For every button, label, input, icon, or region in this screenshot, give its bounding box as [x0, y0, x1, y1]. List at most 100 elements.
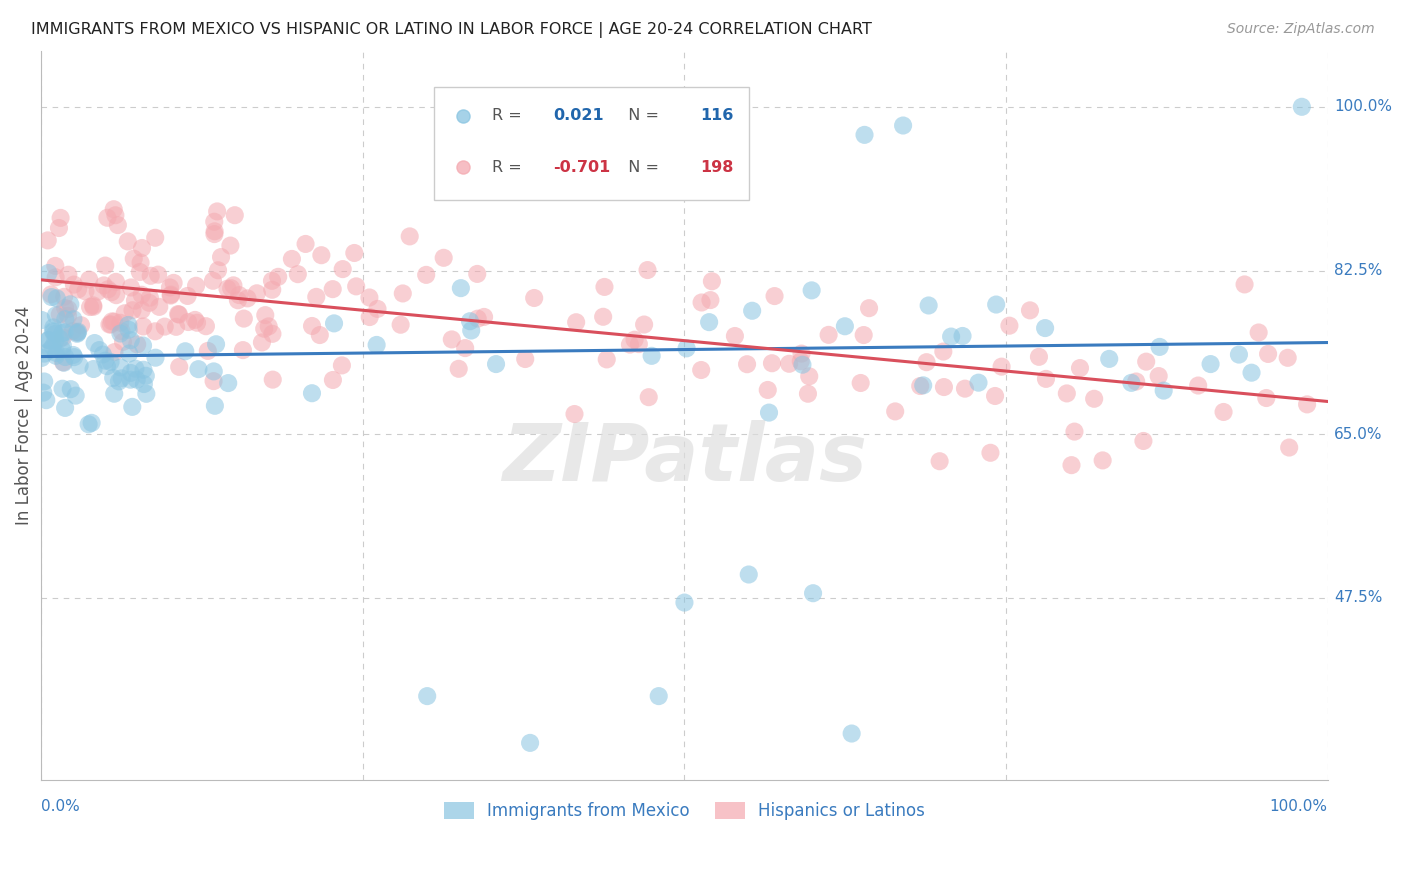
Point: [262, 373, 284, 387]
Point: [120, 366, 142, 380]
Point: [262, 326, 284, 341]
Point: [132, 377, 155, 392]
Point: [131, 303, 153, 318]
Point: [52, 355, 75, 369]
Point: [1033, 321, 1056, 335]
Point: [167, 308, 190, 322]
Point: [153, 319, 176, 334]
Point: [884, 404, 907, 418]
Point: [45, 291, 67, 305]
Point: [1060, 458, 1083, 472]
Point: [724, 329, 747, 343]
Point: [205, 204, 228, 219]
Point: [467, 311, 489, 326]
Point: [184, 278, 207, 293]
Point: [37, 233, 59, 247]
Point: [177, 315, 200, 329]
Point: [281, 252, 304, 266]
Point: [184, 313, 207, 327]
Point: [31, 351, 53, 365]
Point: [96, 359, 118, 373]
Point: [62, 312, 84, 326]
Point: [891, 119, 914, 133]
Point: [519, 736, 541, 750]
Point: [67, 325, 90, 339]
Point: [389, 318, 412, 332]
Point: [66, 326, 89, 341]
Point: [637, 263, 659, 277]
Text: 82.5%: 82.5%: [1334, 263, 1382, 278]
Point: [44, 326, 66, 341]
Point: [623, 333, 645, 347]
Point: [817, 327, 839, 342]
Point: [415, 268, 437, 282]
Point: [93, 278, 115, 293]
Point: [460, 324, 482, 338]
Point: [165, 319, 187, 334]
Point: [167, 307, 190, 321]
Point: [344, 279, 367, 293]
Point: [202, 227, 225, 241]
Point: [75, 285, 97, 299]
Point: [1098, 351, 1121, 366]
Point: [38, 333, 60, 347]
Text: IMMIGRANTS FROM MEXICO VS HISPANIC OR LATINO IN LABOR FORCE | AGE 20-24 CORRELAT: IMMIGRANTS FROM MEXICO VS HISPANIC OR LA…: [31, 22, 872, 38]
Point: [458, 314, 481, 328]
Point: [1257, 347, 1279, 361]
Point: [1125, 375, 1147, 389]
Point: [187, 362, 209, 376]
Point: [100, 318, 122, 332]
Point: [89, 343, 111, 357]
Point: [145, 351, 167, 365]
Point: [79, 300, 101, 314]
Point: [32, 385, 55, 400]
Point: [853, 128, 876, 142]
Point: [49, 211, 72, 225]
Point: [998, 318, 1021, 333]
Point: [120, 333, 142, 347]
Point: [82, 300, 104, 314]
Point: [42, 324, 65, 338]
Point: [915, 355, 938, 369]
Point: [103, 345, 125, 359]
Point: [778, 357, 800, 371]
Point: [1149, 340, 1171, 354]
Point: [110, 316, 132, 330]
Point: [129, 255, 152, 269]
Point: [1063, 425, 1085, 439]
Point: [633, 318, 655, 332]
Point: [52, 338, 75, 352]
Point: [205, 337, 228, 351]
Point: [984, 389, 1007, 403]
Text: N =: N =: [617, 108, 669, 123]
Point: [87, 285, 110, 299]
Point: [801, 586, 824, 600]
Point: [105, 288, 128, 302]
Point: [366, 338, 388, 352]
Point: [986, 297, 1008, 311]
Point: [100, 355, 122, 369]
Point: [797, 386, 820, 401]
Point: [1091, 453, 1114, 467]
Point: [132, 363, 155, 377]
Point: [1135, 354, 1157, 368]
Text: R =: R =: [492, 108, 531, 123]
Point: [932, 380, 955, 394]
Point: [67, 282, 90, 296]
Point: [1035, 372, 1057, 386]
Point: [53, 312, 76, 326]
Point: [120, 373, 142, 387]
Point: [447, 361, 470, 376]
Point: [953, 382, 976, 396]
Point: [159, 288, 181, 302]
Point: [49, 332, 72, 346]
Point: [852, 328, 875, 343]
Point: [101, 314, 124, 328]
Point: [94, 259, 117, 273]
Point: [82, 298, 104, 312]
Point: [564, 407, 586, 421]
Point: [619, 337, 641, 351]
Point: [174, 344, 197, 359]
Point: [202, 364, 225, 378]
Text: 100.0%: 100.0%: [1334, 99, 1392, 114]
